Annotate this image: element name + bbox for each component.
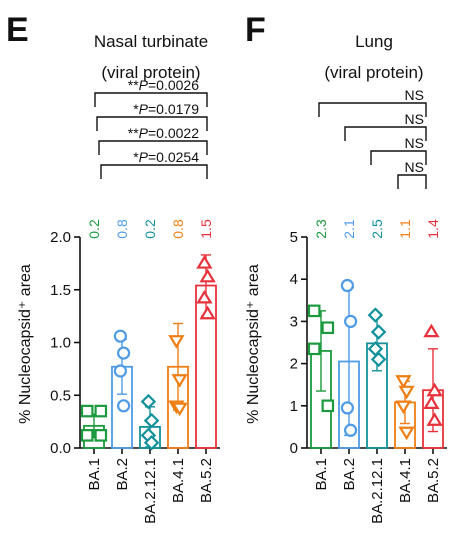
significance-bracket: [94, 92, 208, 107]
data-point: [80, 404, 94, 418]
data-point: [171, 402, 188, 417]
category-label: BA.4.1: [170, 458, 187, 503]
data-point: [426, 382, 443, 397]
panel-e-significance: **P=0.0026 *P=0.0179 **P=0.0022 *P=0.0254: [94, 77, 208, 179]
significance-label: *P=0.0179: [133, 101, 199, 117]
data-point: [94, 404, 108, 418]
significance-label: NS: [405, 159, 424, 175]
data-point: [344, 423, 358, 437]
mean-value-label: 2.3: [313, 219, 329, 239]
panel-f-title-line2: (viral protein): [324, 63, 423, 82]
panel-e-title-line1: Nasal turbinate: [94, 32, 208, 51]
panel-f: F Lung (viral protein) NS NS NS NS 0 1 2 3 4 5 2.…: [245, 11, 447, 524]
data-point: [340, 278, 354, 293]
y-tick-label: 4: [290, 271, 298, 288]
data-point: [367, 307, 384, 323]
data-point: [423, 395, 440, 409]
y-tick-label: 1.5: [50, 282, 71, 299]
panel-f-title-line1: Lung: [355, 32, 393, 51]
data-point: [196, 289, 213, 304]
significance-bracket: [100, 164, 208, 179]
data-point: [307, 342, 321, 356]
y-tick-label: 1.0: [50, 335, 71, 352]
data-point: [143, 412, 160, 429]
data-point: [113, 329, 128, 343]
data-point: [199, 305, 216, 320]
data-point: [395, 375, 412, 389]
category-label: BA.5.2: [425, 458, 442, 503]
significance-label: *P=0.0254: [133, 149, 199, 165]
mean-value-label: 0.2: [86, 219, 102, 239]
data-point: [94, 429, 108, 442]
y-tick-label: 0.5: [50, 387, 71, 404]
y-tick-label: 0.0: [50, 440, 71, 457]
data-point: [199, 268, 216, 283]
panel-f-letter: F: [245, 11, 266, 49]
significance-bracket: [98, 140, 208, 155]
significance-label: NS: [405, 87, 424, 103]
significance-label: NS: [405, 135, 424, 151]
mean-value-label: 0.8: [114, 219, 130, 239]
data-point: [370, 324, 387, 340]
panel-f-significance: NS NS NS NS: [318, 87, 427, 189]
panel-e-plot: 0.0 0.5 1.0 1.5 2.0 0.2 BA.1 0.8 BA.2 0.2 BA.2.12.…: [50, 219, 220, 524]
data-point: [398, 385, 415, 400]
data-point: [196, 255, 213, 269]
data-point: [113, 364, 128, 378]
y-tick-label: 0: [290, 440, 298, 457]
panel-f-y-axis-label: % Nucleocapsid⁺ area: [245, 264, 262, 424]
significance-label: NS: [405, 111, 424, 127]
data-point: [116, 346, 131, 360]
significance-bracket: [344, 126, 427, 141]
y-tick-label: 1: [290, 398, 298, 415]
data-point: [307, 304, 321, 318]
mean-value-label: 1.4: [425, 219, 441, 239]
data-point: [116, 399, 131, 413]
data-point: [168, 335, 185, 349]
data-point: [80, 429, 94, 442]
panel-e: E Nasal turbinate (viral protein) **P=0.…: [6, 11, 220, 524]
data-point: [171, 374, 188, 388]
category-label: BA.1: [313, 458, 330, 491]
significance-bracket: [96, 116, 208, 131]
category-label: BA.1: [86, 458, 103, 491]
mean-value-label: 0.8: [170, 219, 186, 239]
mean-value-label: 1.5: [198, 219, 214, 239]
mean-value-label: 2.5: [369, 219, 385, 239]
y-tick-label: 5: [290, 229, 298, 246]
category-label: BA.2.12.1: [142, 458, 159, 524]
panel-e-letter: E: [6, 11, 29, 49]
data-point: [426, 412, 443, 426]
significance-bracket: [370, 150, 427, 165]
data-point: [344, 314, 358, 328]
panel-f-plot: 0 1 2 3 4 5 2.3 BA.1 2.1 BA.2 2.5 BA.2.12.1 1.1 BA.4.…: [290, 219, 447, 524]
data-point: [398, 426, 415, 441]
y-tick-label: 2: [290, 356, 298, 373]
data-point: [370, 351, 387, 368]
category-label: BA.2: [114, 458, 131, 491]
significance-bracket: [318, 102, 427, 117]
data-point: [143, 434, 160, 451]
significance-label: **P=0.0026: [128, 77, 199, 93]
significance-label: **P=0.0022: [128, 125, 199, 141]
panel-e-title-line2: (viral protein): [101, 63, 200, 82]
data-point: [423, 323, 440, 338]
category-label: BA.5.2: [198, 458, 215, 503]
y-tick-label: 3: [290, 313, 298, 330]
data-point: [340, 401, 354, 415]
data-point: [395, 400, 412, 415]
mean-value-label: 1.1: [397, 219, 413, 239]
category-label: BA.2.12.1: [369, 458, 386, 524]
category-label: BA.4.1: [397, 458, 414, 503]
data-point: [321, 399, 335, 413]
mean-value-label: 0.2: [142, 219, 158, 239]
data-point: [140, 393, 157, 410]
category-label: BA.2: [341, 458, 358, 491]
mean-value-label: 2.1: [341, 219, 357, 239]
panel-e-y-axis-label: % Nucleocapsid⁺ area: [17, 264, 34, 424]
significance-bracket: [397, 174, 427, 189]
data-point: [321, 321, 335, 335]
y-tick-label: 2.0: [50, 229, 71, 246]
